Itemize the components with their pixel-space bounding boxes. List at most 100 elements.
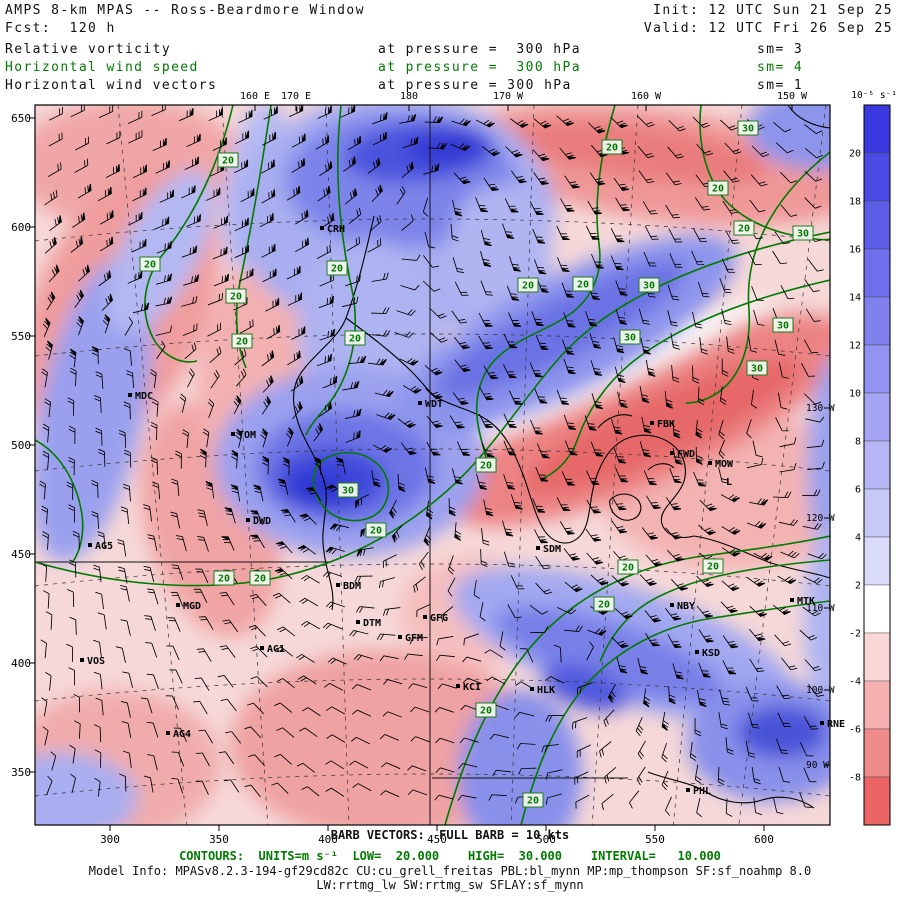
contour-label-box: [213, 570, 235, 586]
wind-barb: [207, 398, 215, 419]
wind-barb: [640, 338, 651, 355]
station-marker: [418, 401, 422, 405]
wind-barb: [380, 790, 400, 798]
wind-barb: [93, 724, 102, 743]
wind-barb: [776, 685, 791, 700]
wind-barb: [576, 744, 591, 758]
wind-barb: [665, 204, 681, 219]
station-label: SDM: [543, 544, 561, 555]
wind-barb: [425, 500, 434, 520]
wind-barb: [187, 368, 195, 388]
wind-barb: [212, 137, 227, 151]
wind-barb: [274, 568, 293, 580]
wind-speed-contour: [475, 105, 616, 463]
wind-barb: [271, 782, 289, 794]
wind-barb: [95, 371, 104, 390]
wind-barb: [102, 314, 111, 334]
wind-barb: [151, 398, 159, 417]
wind-barb: [140, 697, 153, 714]
wind-barb: [718, 439, 726, 459]
wind-barb: [369, 215, 382, 232]
wind-barb: [408, 683, 428, 689]
wind-barb: [250, 534, 265, 549]
contour-label-box: [365, 522, 387, 538]
forecast-hour-label: Fcst: 120 h: [5, 21, 116, 36]
wind-barb: [326, 706, 346, 715]
wind-barb: [169, 669, 183, 684]
wind-barb: [321, 213, 335, 229]
wind-barb: [156, 340, 166, 360]
right-longitude-label: 130 W: [806, 403, 835, 414]
field-2-pressure: at pressure = 300 hPa: [378, 60, 581, 75]
wind-barb: [297, 544, 316, 555]
wind-speed-contour-label: 30: [751, 364, 763, 375]
colorbar-swatch: [863, 488, 891, 538]
y-axis-tick-label: 600: [11, 221, 31, 234]
wind-barb: [587, 200, 602, 215]
wind-barb: [692, 365, 700, 384]
wind-barb: [95, 591, 104, 610]
wind-barb: [611, 520, 628, 534]
wind-barb: [73, 693, 81, 713]
wind-barb: [246, 702, 265, 715]
wind-barb: [749, 498, 769, 506]
wind-barb: [42, 450, 50, 470]
wind-barb: [644, 225, 659, 240]
wind-barb: [155, 296, 173, 307]
contour-label-box: [139, 256, 161, 272]
wind-barb: [407, 789, 428, 796]
wind-barb: [173, 727, 187, 742]
station-label: CRH: [327, 224, 345, 235]
wind-barb: [171, 777, 184, 794]
wind-barb: [587, 284, 600, 301]
wind-barb: [672, 663, 684, 680]
coastline: [693, 535, 830, 579]
wind-barb: [692, 311, 703, 329]
wind-barb: [499, 631, 506, 651]
wind-barb: [93, 671, 103, 690]
wind-barb: [697, 690, 707, 708]
wind-barb: [371, 184, 383, 202]
wind-barb: [664, 391, 674, 409]
wind-speed-contour-label: 20: [349, 334, 361, 345]
field-3-pressure: at pressure = 300 hPa: [378, 78, 572, 93]
wind-barb: [198, 729, 213, 744]
wind-barb: [802, 606, 821, 617]
wind-barb: [378, 577, 396, 589]
top-longitude-label: 170 E: [281, 91, 311, 102]
wind-barb: [586, 499, 601, 514]
wind-speed-contour: [599, 559, 830, 663]
wind-barb: [222, 619, 239, 633]
wind-barb: [350, 736, 370, 745]
wind-barb: [564, 175, 580, 189]
wind-barb: [752, 440, 763, 458]
wind-barb: [70, 773, 77, 793]
wind-barb: [746, 577, 766, 587]
wind-barb: [98, 270, 112, 287]
wind-barb: [91, 511, 100, 529]
wind-barb: [481, 528, 490, 546]
wind-barb: [799, 629, 818, 641]
colorbar-tick-label: 6: [855, 485, 861, 496]
wind-speed-contour-label: 30: [342, 486, 354, 497]
wind-barb: [120, 619, 131, 636]
wind-barb: [545, 676, 565, 684]
right-longitude-label: 120 W: [806, 513, 835, 524]
wind-barb: [181, 296, 198, 307]
wind-barb: [322, 571, 343, 578]
wind-barb: [207, 292, 224, 306]
wind-barb: [434, 794, 454, 801]
wind-barb: [146, 673, 159, 690]
wind-barb: [302, 707, 321, 717]
wind-barb: [451, 118, 471, 127]
wind-barb: [585, 528, 602, 542]
wind-barb: [721, 308, 732, 326]
wind-barb: [276, 678, 295, 689]
colorbar-tick-label: 18: [849, 197, 861, 208]
wind-barb: [589, 172, 606, 186]
wind-barb: [429, 332, 448, 343]
wind-barb: [518, 767, 537, 775]
wind-barb: [510, 170, 527, 184]
wind-barb: [389, 499, 397, 519]
wind-barb: [591, 393, 604, 410]
